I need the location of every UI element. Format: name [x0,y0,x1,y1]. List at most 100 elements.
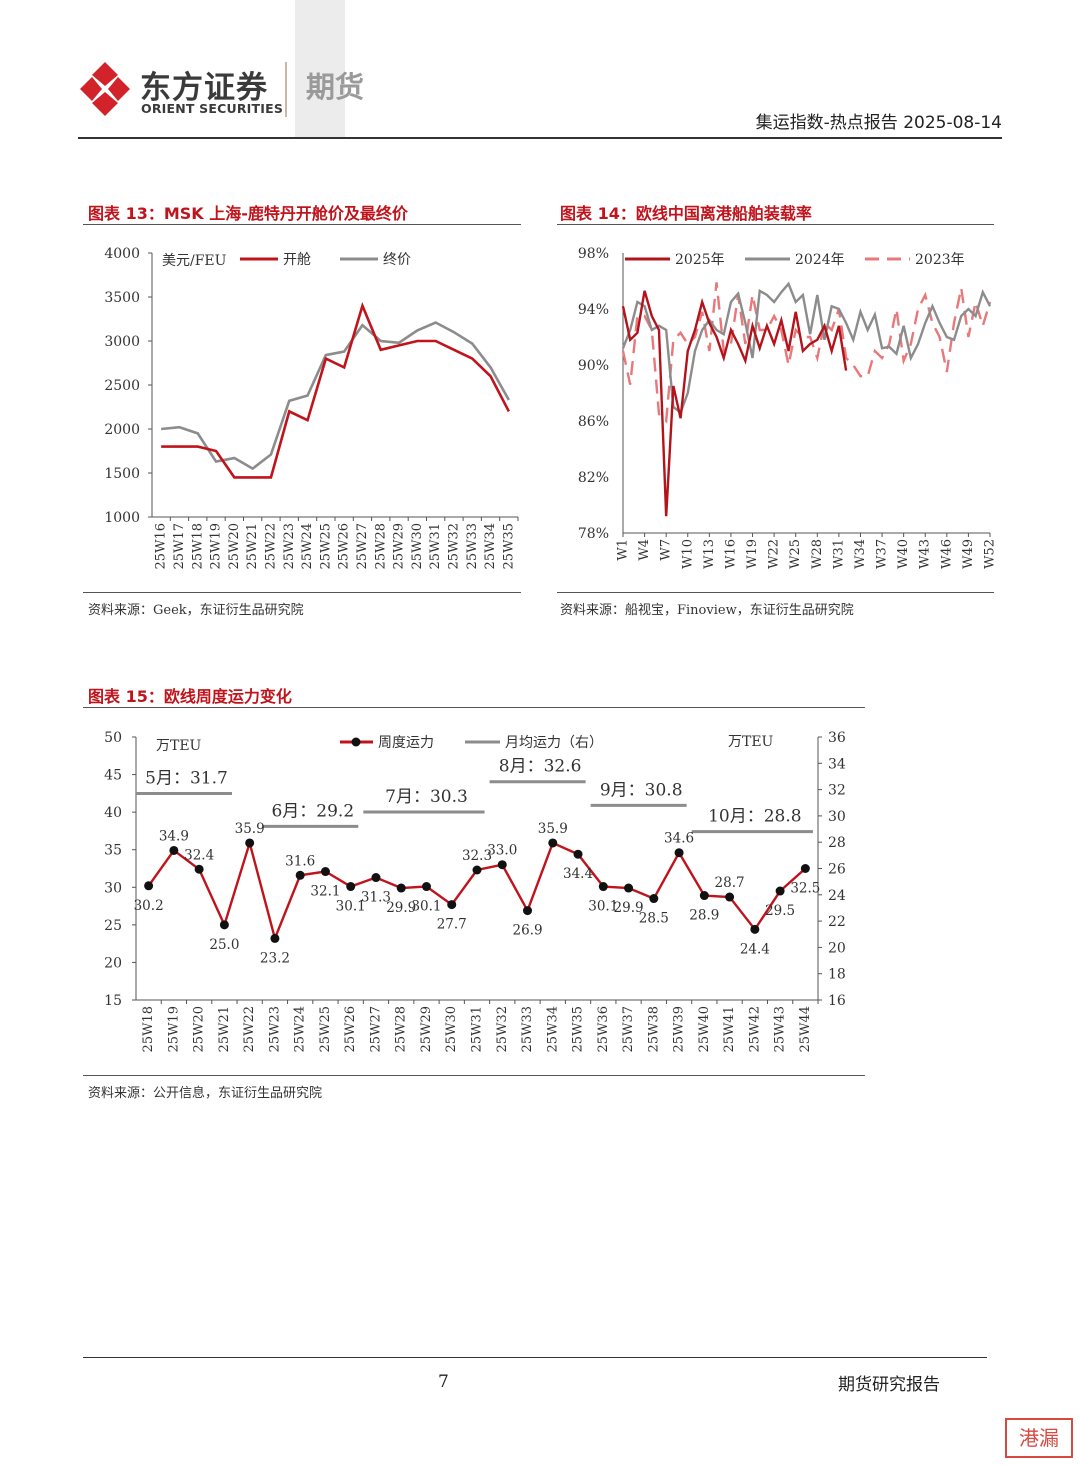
x-tick-label: W37 [875,539,890,569]
x-tick-label: 25W39 [672,1006,687,1052]
figure-14-chart: 78% 82% 86% 90% 94% 98% W1 W4 W7 W10 W13 W16 W19 W22 W… [578,246,998,569]
division-name: 期货 [306,70,365,104]
x-tick-label: 25W25 [318,1006,333,1052]
y-tick-label: 2500 [104,378,140,394]
x-tick-label: W10 [680,539,695,569]
orient-logo-icon [80,62,130,116]
data-label: 25.0 [209,937,239,953]
weekly-capacity-point [548,838,558,848]
weekly-capacity-point [573,849,583,859]
data-label: 32.4 [184,847,214,863]
left-y-tick-label: 50 [104,730,122,746]
x-tick-label: 25W36 [596,1006,611,1052]
figure-13-source: 资料来源：Geek，东证衍生品研究院 [88,603,304,618]
weekly-capacity-point [649,894,659,904]
monthly-average-label: 5月：31.7 [145,769,228,789]
x-tick-label: 25W26 [343,1006,358,1052]
x-tick-label: 25W29 [392,523,407,569]
figure-15-source: 资料来源：公开信息，东证衍生品研究院 [88,1086,323,1101]
weekly-capacity-point [144,881,154,891]
x-tick-label: 25W31 [470,1006,485,1052]
left-y-tick-label: 30 [104,880,122,896]
figure-15-title: 图表 15：欧线周度运力变化 [88,687,292,706]
x-tick-label: W52 [983,539,998,569]
watermark-stamp: 港漏 [1005,1418,1073,1458]
x-tick-label: W40 [896,539,911,569]
x-tick-label: 25W25 [318,523,333,569]
series-line-2024年 [621,281,992,415]
x-tick-label: W28 [810,539,825,569]
weekly-capacity-point [270,933,280,943]
series-line-终价 [161,321,510,471]
data-label: 32.3 [462,848,492,864]
right-y-tick-label: 36 [828,730,846,746]
x-tick-label: W1 [616,539,631,561]
figure-14-bottom-rule [557,592,994,593]
legend-label: 2024年 [795,252,845,268]
figure-15-top-rule [83,707,865,708]
monthly-average-label: 9月：30.8 [600,780,683,800]
data-label: 23.2 [260,950,290,966]
weekly-capacity-point [725,892,735,902]
weekly-capacity-point [775,886,785,896]
x-tick-label: W43 [918,539,933,569]
x-tick-label: 25W19 [209,523,224,569]
x-tick-label: 25W22 [263,523,278,569]
x-tick-label: 25W33 [465,523,480,569]
right-y-tick-label: 34 [828,756,846,772]
monthly-average-label: 8月：32.6 [499,757,582,777]
data-label: 30.1 [411,899,441,915]
data-label: 35.9 [235,821,265,837]
x-tick-label: W31 [831,539,846,569]
data-label: 29.9 [386,900,416,916]
x-tick-label: 25W28 [373,523,388,569]
x-tick-label: 25W44 [798,1006,813,1052]
weekly-capacity-point [371,873,381,883]
y-tick-label: 1000 [104,510,140,526]
right-y-tick-label: 18 [828,967,846,983]
x-tick-label: 25W29 [419,1006,434,1052]
data-label: 34.4 [563,866,593,882]
x-tick-label: 25W21 [245,523,260,569]
right-y-tick-label: 30 [828,809,846,825]
right-y-tick-label: 32 [828,783,846,799]
x-tick-label: 25W20 [192,1006,207,1052]
x-tick-label: 25W31 [428,523,443,569]
x-tick-label: 25W18 [141,1006,156,1052]
x-tick-label: 25W21 [217,1006,232,1052]
legend-label: 月均运力（右） [505,735,603,751]
right-y-tick-label: 22 [828,914,846,930]
legend-label: 周度运力 [378,735,434,751]
weekly-capacity-point [598,882,608,892]
x-tick-label: W4 [637,539,652,561]
y-tick-label: 78% [578,526,609,542]
x-tick-label: W19 [745,539,760,569]
x-tick-label: 25W37 [621,1006,636,1052]
data-label: 35.9 [538,821,568,837]
weekly-capacity-point [699,891,709,901]
weekly-capacity-point [800,864,810,873]
data-label: 31.3 [361,890,391,906]
x-tick-label: 25W42 [747,1006,762,1052]
x-tick-label: W13 [702,539,717,569]
data-label: 30.2 [134,898,164,914]
data-label: 24.4 [740,941,770,957]
left-y-tick-label: 15 [104,993,122,1009]
monthly-average-label: 6月：29.2 [271,801,354,821]
weekly-capacity-point [447,900,457,910]
x-tick-label: 25W33 [520,1006,535,1052]
x-tick-label: W22 [767,539,782,569]
weekly-capacity-point [497,860,507,870]
data-label: 34.6 [664,831,694,847]
footer-label: 期货研究报告 [838,1375,940,1395]
x-tick-label: 25W34 [545,1006,560,1052]
x-tick-label: 25W17 [172,523,187,569]
weekly-capacity-point [219,920,229,930]
y-tick-label: 3000 [104,334,140,350]
x-tick-label: 25W22 [242,1006,257,1052]
x-tick-label: 25W18 [190,523,205,569]
right-y-tick-label: 28 [828,835,846,851]
series-line-开舱 [161,301,511,479]
